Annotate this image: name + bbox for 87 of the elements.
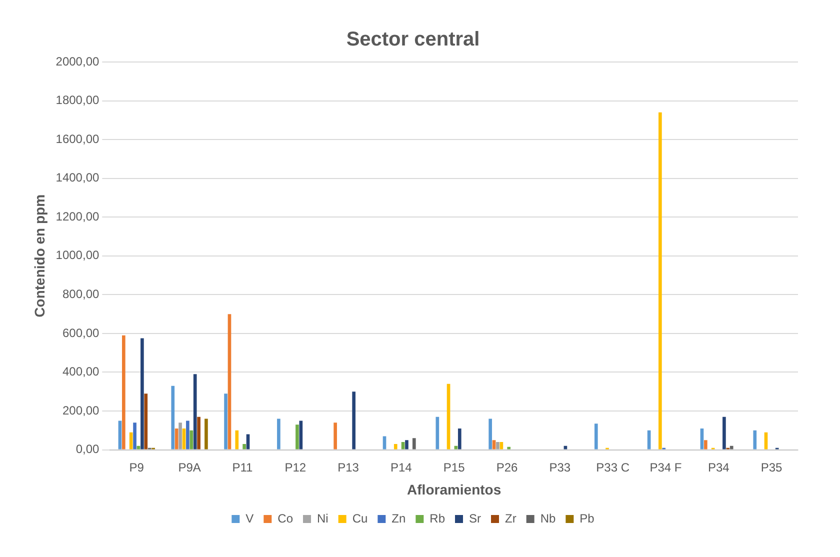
bar	[394, 444, 398, 450]
legend-label: Cu	[352, 511, 368, 526]
bar	[647, 430, 651, 450]
bar	[118, 420, 122, 450]
bar	[352, 392, 356, 450]
bar	[144, 394, 148, 450]
y-axis-title: Contenido en ppm	[31, 194, 48, 318]
y-tick-label: 0,00	[76, 442, 100, 456]
bar	[197, 416, 200, 450]
legend-label: Sr	[469, 511, 482, 526]
bar	[446, 384, 450, 450]
y-tick-label: 2000,00	[56, 54, 100, 68]
y-tick-label: 1600,00	[56, 132, 100, 146]
bar	[764, 432, 768, 450]
bar	[412, 438, 416, 450]
x-tick-label: P33	[549, 460, 571, 474]
bar	[235, 430, 239, 450]
legend-label: Nb	[540, 511, 556, 526]
legend-label: Zr	[505, 511, 516, 526]
x-tick-label: P9	[129, 460, 144, 474]
bar	[140, 338, 144, 450]
bar	[174, 428, 178, 450]
x-tick-label: P34	[708, 460, 730, 474]
x-tick-label: P9A	[178, 460, 201, 474]
bar	[458, 428, 462, 450]
bar	[722, 416, 726, 450]
bar	[277, 418, 280, 450]
x-axis-title: Afloramientos	[407, 481, 502, 498]
y-tick-label: 1000,00	[56, 248, 100, 262]
bar	[436, 416, 440, 450]
bar	[500, 442, 504, 450]
x-tick-label: P12	[284, 460, 306, 474]
bar	[496, 442, 500, 450]
bar	[228, 314, 232, 450]
bar	[564, 446, 568, 450]
legend-label: Co	[278, 511, 294, 526]
bar	[334, 422, 337, 450]
y-tick-label: 1400,00	[56, 170, 100, 185]
x-tick-label: P34 F	[650, 460, 682, 474]
x-tick-label: P14	[390, 460, 412, 474]
legend-label: Rb	[430, 511, 446, 526]
bar	[190, 430, 194, 450]
bar	[242, 444, 246, 450]
y-tick-label: 200,00	[62, 403, 100, 418]
legend-label: Ni	[316, 511, 328, 526]
y-tick-label: 600,00	[62, 326, 100, 340]
y-tick-label: 1200,00	[56, 209, 100, 224]
legend-label: V	[246, 511, 254, 526]
bar	[401, 442, 405, 450]
x-tick-label: P33 C	[596, 460, 630, 474]
y-tick-label: 400,00	[62, 364, 100, 379]
bar	[299, 420, 303, 450]
bar	[594, 424, 598, 450]
x-tick-label: P35	[760, 460, 783, 474]
bar	[178, 422, 182, 450]
bar	[454, 446, 458, 450]
bar	[182, 428, 186, 450]
bar	[753, 430, 757, 450]
bar	[658, 112, 662, 450]
chart-title: Sector central	[346, 28, 480, 51]
x-tick-label: P13	[338, 460, 360, 474]
bar	[122, 335, 126, 450]
bar	[224, 394, 228, 450]
y-tick-label: 1800,00	[56, 93, 100, 108]
bar	[136, 446, 140, 450]
bar	[700, 428, 704, 450]
bar	[405, 440, 408, 450]
bar	[507, 446, 511, 450]
bar	[246, 434, 250, 450]
bar	[171, 386, 175, 450]
bar	[488, 418, 492, 450]
bar	[382, 436, 386, 450]
bar	[296, 424, 299, 450]
bar	[704, 440, 708, 450]
bar	[129, 432, 133, 450]
x-tick-label: P26	[496, 460, 518, 474]
bar	[730, 446, 734, 450]
bar	[204, 418, 208, 450]
legend-label: Zn	[392, 511, 406, 526]
legend-label: Pb	[580, 511, 595, 526]
bar	[186, 420, 190, 450]
bar	[492, 440, 496, 450]
x-tick-label: P15	[443, 460, 466, 474]
x-tick-label: P11	[232, 460, 254, 474]
y-tick-label: 800,00	[62, 286, 100, 301]
bar	[193, 374, 197, 450]
bar	[133, 422, 136, 450]
